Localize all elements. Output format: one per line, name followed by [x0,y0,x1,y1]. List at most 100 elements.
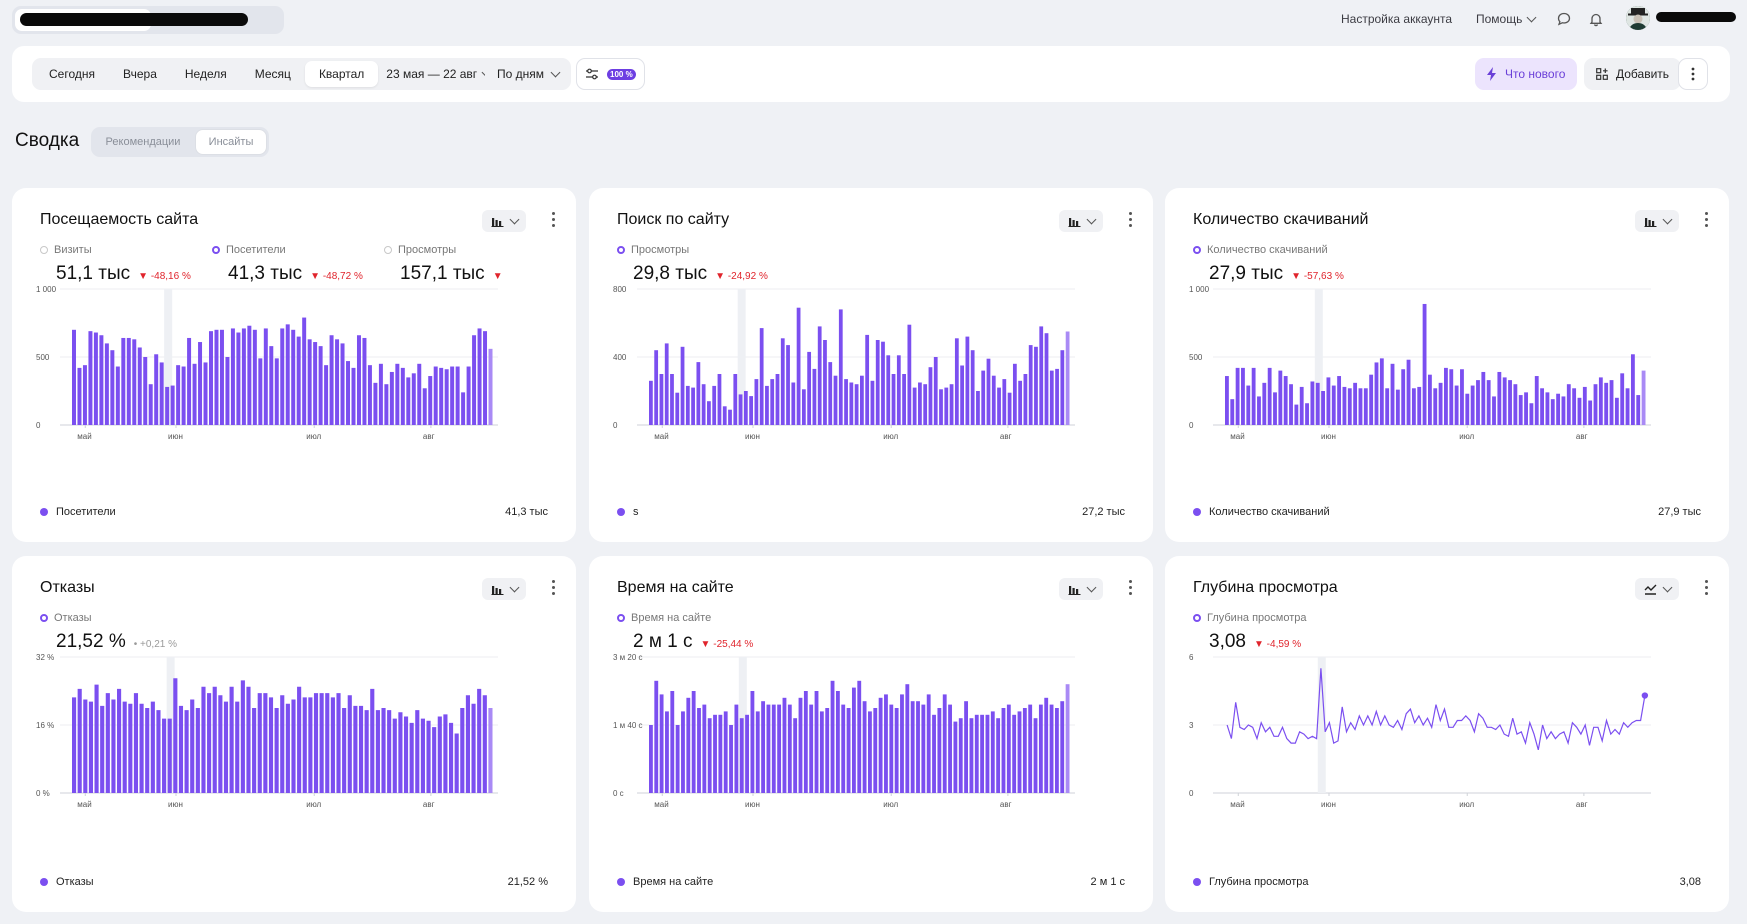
bar [707,401,711,425]
date-range-picker[interactable]: 23 мая — 22 авг [378,61,502,87]
x-tick-label: июн [745,800,760,809]
bar [110,350,115,425]
bar [1363,388,1368,425]
widget-menu-button[interactable] [552,580,556,596]
bar [981,370,986,425]
metric-toggle[interactable]: Глубина просмотра 3,08 ▼ -4,59 % [1193,611,1306,653]
chart-type-select[interactable] [482,578,526,600]
bar [483,331,488,425]
bar [181,366,186,425]
chart[interactable]: 0 500 1 000 май июн июл авг [1189,285,1709,463]
period-week[interactable]: Неделя [184,67,227,81]
radio-icon [1193,614,1201,622]
bar [712,385,717,425]
y-tick-label: 6 [1189,653,1194,662]
bar [910,701,915,793]
sampling-button[interactable]: 100 % [576,58,645,90]
metric-value-row: 157,1 тыс ▼ [400,263,503,285]
bar [415,710,420,793]
whats-new-label: Что нового [1505,67,1566,81]
bar [159,362,164,425]
chart-type-select[interactable] [482,210,526,232]
period-today[interactable]: Сегодня [49,67,95,81]
bar [1390,363,1395,425]
chat-icon[interactable] [1556,11,1572,27]
bar [173,678,178,793]
radio-icon [212,246,220,254]
bell-icon[interactable] [1588,11,1604,27]
widget-menu-button[interactable] [1129,212,1133,228]
period-month[interactable]: Месяц [254,67,291,81]
chart[interactable]: 0 500 1 000 май июн июл авг [36,285,556,463]
tab-recommendations[interactable]: Рекомендации [105,136,181,148]
bar [88,331,93,425]
help-menu[interactable]: Помощь [1476,12,1537,26]
chart-type-select[interactable] [1635,578,1679,600]
bar [787,704,792,793]
add-widget-button[interactable]: Добавить [1584,58,1682,90]
widget-menu-button[interactable] [552,212,556,228]
bar [274,708,279,793]
y-tick-label: 3 м 20 с [613,653,643,662]
chart-type-select[interactable] [1059,210,1103,232]
metric-toggle[interactable]: Просмотры 157,1 тыс ▼ [384,243,503,285]
bar [364,710,369,793]
metric-toggle[interactable]: Визиты 51,1 тыс ▼ -48,16 % [40,243,191,285]
tab-insights[interactable]: Инсайты [195,129,267,155]
chart-type-select[interactable] [1059,578,1103,600]
widget-menu-button[interactable] [1705,580,1709,596]
whats-new-button[interactable]: Что нового [1475,58,1578,90]
chart[interactable]: 0 с 1 м 40 с 3 м 20 с май июн июл авг [613,653,1133,831]
metric-toggle[interactable]: Время на сайте 2 м 1 с ▼ -25,44 % [617,611,753,653]
chart[interactable]: 0 400 800 май июн июл авг [613,285,1133,463]
bar [965,336,970,425]
legend-label: Количество скачиваний [1209,506,1330,518]
bar [384,384,389,425]
grouping-select[interactable]: По дням [485,58,572,90]
more-options-button[interactable] [1678,58,1708,90]
widget-menu-button[interactable] [1705,212,1709,228]
bar [997,387,1001,425]
metric-toggle[interactable]: Просмотры 29,8 тыс ▼ -24,92 % [617,243,768,285]
bar [996,718,1001,793]
bar [918,382,922,425]
widget-menu-button[interactable] [1129,580,1133,596]
bar [873,708,878,793]
bar [362,337,367,425]
chart[interactable]: 0 3 6 май июн июл авг [1189,653,1709,831]
metric-toggle[interactable]: Количество скачиваний 27,9 тыс ▼ -57,63 … [1193,243,1344,285]
bar [718,714,723,793]
chart[interactable]: 0 % 16 % 32 % май июн июл авг [36,653,556,831]
bar [212,686,217,793]
bar [750,691,755,793]
radio-icon [40,614,48,622]
bar [285,703,290,793]
bar [817,326,822,425]
widget-card: Поиск по сайту s 27,2 тыс Просмотры 29,8… [589,188,1153,542]
bar [970,350,975,425]
bar [944,387,949,425]
metric-value-row: 21,52 % • +0,21 % [56,631,177,653]
avatar[interactable] [1626,6,1650,30]
chart-legend: Время на сайте [617,876,713,888]
bar [686,697,691,793]
bar [1385,388,1390,425]
weekend-highlight [737,289,746,425]
bar [745,714,749,793]
metric-toggle[interactable]: Посетители 41,3 тыс ▼ -48,72 % [212,243,363,285]
widget-card: Время на сайте Время на сайте 2 м 1 с Вр… [589,556,1153,912]
metric-value: 157,1 тыс [400,263,485,284]
legend-label: Время на сайте [633,876,714,888]
metric-label-row: Посетители [212,243,363,257]
account-settings-link[interactable]: Настройка аккаунта [1341,12,1453,26]
chart-type-select[interactable] [1635,210,1679,232]
bar [1054,708,1059,793]
bar [167,718,172,793]
metric-toggle[interactable]: Отказы 21,52 % • +0,21 % [40,611,177,653]
legend-dot-icon [1193,878,1201,886]
bar [1582,386,1587,425]
period-yesterday[interactable]: Вчера [123,67,157,81]
bar [466,366,471,425]
period-quarter[interactable]: Квартал [304,61,379,87]
metric-value: 2 м 1 с [633,631,693,652]
